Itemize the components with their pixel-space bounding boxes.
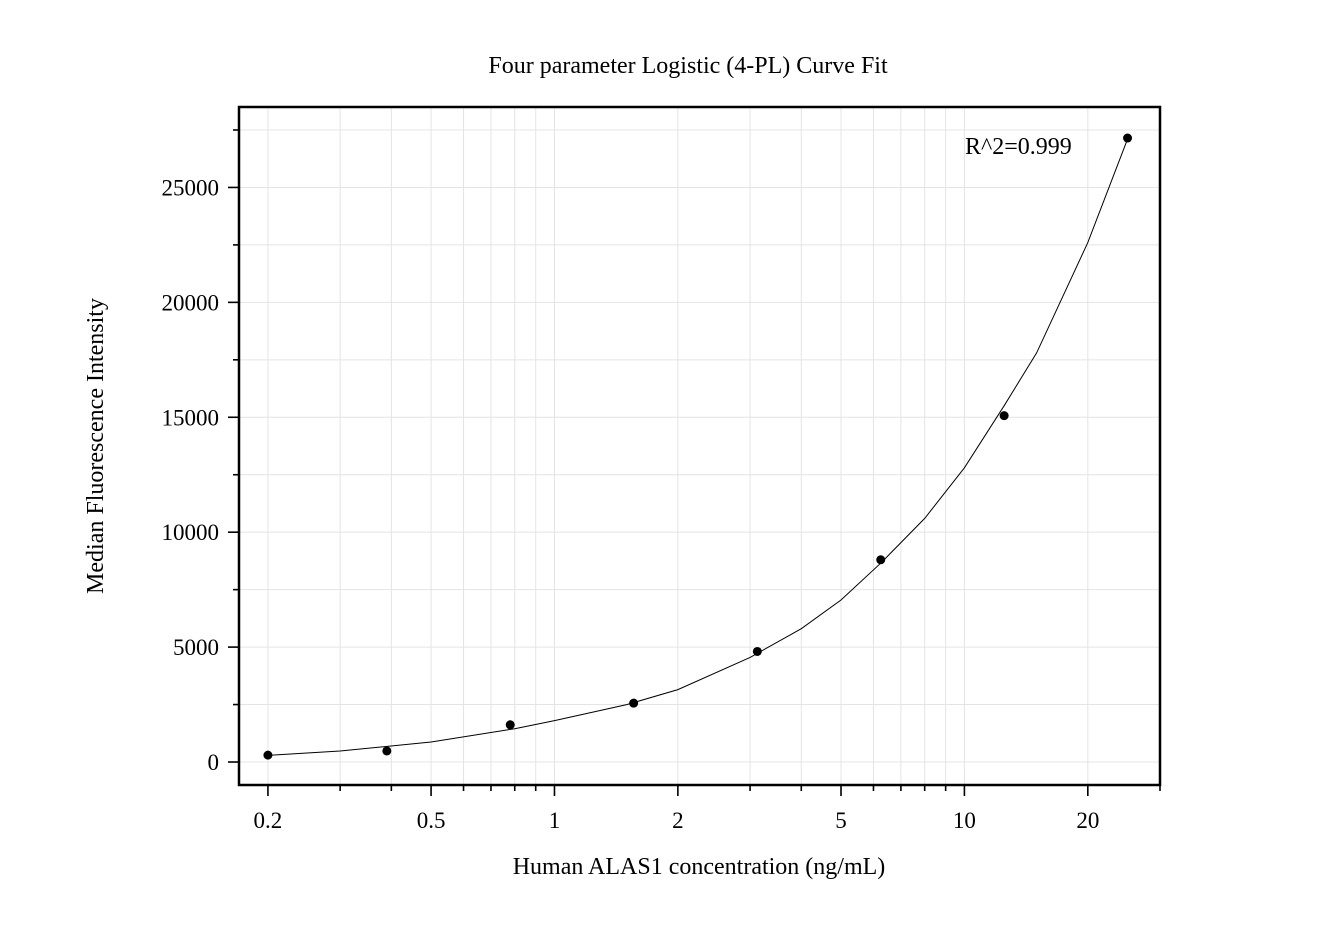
data-point (1123, 133, 1133, 143)
x-tick-label: 1 (549, 808, 561, 833)
x-tick-label: 0.5 (417, 808, 446, 833)
x-tick-label: 2 (672, 808, 684, 833)
plot-frame (237, 105, 1162, 787)
tick-layer: 0.2 0.5 1 2 5 10 20 0 5000 10000 15000 20000 25000 (162, 129, 1161, 833)
y-tick-label: 10000 (162, 520, 220, 545)
y-tick-label: 0 (208, 750, 220, 775)
x-tick-label: 20 (1076, 808, 1099, 833)
chart-title: Four parameter Logistic (4-PL) Curve Fit (488, 53, 888, 79)
curve-layer (267, 139, 1128, 756)
data-point (629, 698, 639, 708)
x-tick-label: 0.2 (254, 808, 283, 833)
data-point (999, 411, 1009, 421)
data-point (876, 555, 886, 565)
y-tick-label: 25000 (162, 175, 220, 200)
x-tick-label: 10 (953, 808, 976, 833)
x-axis-label: Human ALAS1 concentration (ng/mL) (513, 854, 886, 880)
y-tick-label: 15000 (162, 405, 220, 430)
data-point (752, 646, 762, 656)
r-squared-annotation: R^2=0.999 (965, 134, 1072, 160)
grid-layer (239, 107, 1161, 785)
data-point (382, 746, 392, 756)
point-layer (263, 133, 1133, 760)
data-point (263, 750, 273, 760)
y-tick-label: 5000 (173, 635, 219, 660)
y-tick-label: 20000 (162, 290, 220, 315)
fit-curve (267, 139, 1128, 756)
data-point (505, 720, 515, 730)
x-tick-label: 5 (835, 808, 847, 833)
y-axis-label: Median Fluorescence Intensity (83, 298, 109, 594)
